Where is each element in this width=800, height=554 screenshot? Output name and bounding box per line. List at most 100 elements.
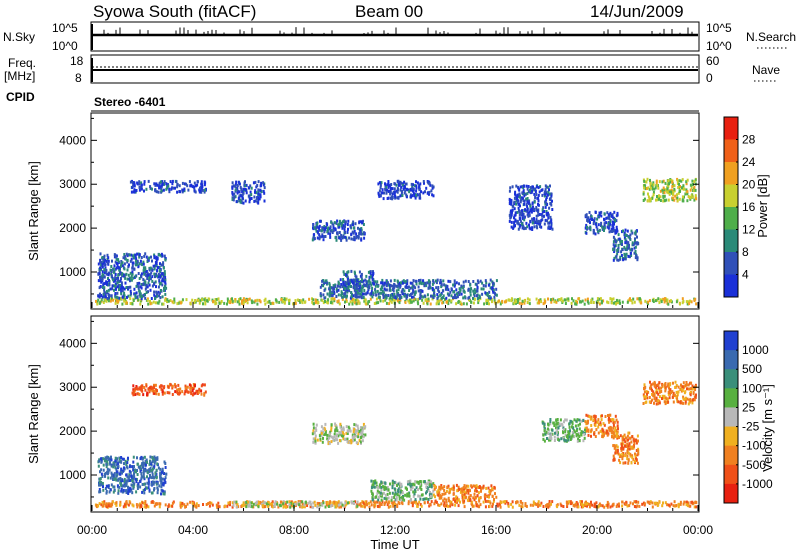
- range-gate-cell: [357, 236, 360, 240]
- range-gate-cell: [400, 498, 403, 502]
- range-gate-cell: [533, 502, 536, 506]
- range-gate-cell: [153, 464, 156, 468]
- range-gate-cell: [162, 266, 165, 269]
- range-gate-cell: [157, 190, 160, 194]
- range-gate-cell: [132, 276, 135, 280]
- range-gate-cell: [646, 177, 649, 181]
- range-gate-cell: [387, 505, 390, 509]
- range-gate-cell: [515, 300, 517, 303]
- range-gate-cell: [144, 287, 147, 291]
- range-gate-cell: [288, 298, 291, 302]
- range-gate-cell: [142, 269, 145, 273]
- range-gate-cell: [545, 210, 548, 213]
- range-gate-cell: [442, 294, 445, 298]
- range-gate-cell: [241, 299, 243, 303]
- range-gate-cell: [401, 288, 404, 292]
- range-gate-cell: [423, 294, 426, 298]
- range-gate-cell: [258, 197, 261, 201]
- range-gate-cell: [116, 296, 119, 300]
- range-gate-cell: [167, 184, 170, 188]
- range-gate-cell: [463, 492, 466, 496]
- range-gate-cell: [399, 490, 402, 494]
- range-gate-cell: [686, 190, 689, 194]
- range-gate-cell: [342, 435, 345, 439]
- range-gate-cell: [162, 261, 165, 265]
- range-gate-cell: [156, 269, 159, 272]
- range-gate-cell: [328, 294, 331, 298]
- range-gate-cell: [254, 180, 257, 184]
- range-gate-cell: [606, 300, 609, 304]
- range-gate-cell: [160, 384, 163, 388]
- range-gate-cell: [114, 477, 117, 481]
- range-gate-cell: [514, 218, 517, 222]
- range-gate-cell: [403, 191, 406, 195]
- range-gate-cell: [353, 229, 356, 233]
- range-gate-cell: [151, 386, 154, 390]
- range-gate-cell: [254, 199, 257, 203]
- range-gate-cell: [525, 504, 528, 508]
- range-gate-cell: [404, 280, 407, 284]
- range-gate-cell: [531, 189, 534, 193]
- range-gate-cell: [607, 222, 610, 226]
- range-gate-cell: [437, 488, 440, 492]
- range-gate-cell: [127, 294, 130, 298]
- range-gate-cell: [152, 300, 155, 304]
- range-gate-cell: [155, 272, 157, 276]
- range-gate-cell: [388, 491, 391, 495]
- range-gate-cell: [147, 290, 149, 294]
- range-gate-cell: [489, 296, 492, 300]
- range-gate-cell: [107, 273, 110, 277]
- range-gate-cell: [363, 299, 366, 303]
- range-gate-cell: [360, 428, 362, 432]
- range-gate-cell: [428, 484, 431, 488]
- range-gate-cell: [102, 457, 105, 461]
- range-gate-cell: [478, 496, 481, 500]
- range-gate-cell: [156, 486, 159, 490]
- range-gate-cell: [522, 212, 525, 216]
- range-gate-cell: [397, 490, 400, 494]
- range-gate-cell: [505, 500, 508, 504]
- range-gate-cell: [430, 294, 432, 298]
- range-gate-cell: [544, 218, 547, 222]
- range-gate-cell: [438, 290, 441, 294]
- range-gate-cell: [393, 292, 396, 296]
- range-gate-cell: [136, 487, 139, 490]
- range-gate-cell: [182, 188, 185, 192]
- range-gate-cell: [624, 241, 627, 245]
- range-gate-cell: [99, 268, 102, 272]
- range-gate-cell: [409, 286, 412, 290]
- range-gate-cell: [254, 299, 257, 303]
- range-gate-cell: [312, 302, 315, 306]
- range-gate-cell: [208, 504, 211, 508]
- range-gate-cell: [381, 283, 384, 287]
- range-gate-cell: [150, 387, 153, 391]
- range-gate-cell: [463, 490, 466, 494]
- range-gate-cell: [438, 496, 441, 500]
- range-gate-cell: [164, 278, 167, 282]
- range-gate-cell: [679, 500, 682, 504]
- range-gate-cell: [318, 226, 320, 230]
- range-gate-cell: [99, 490, 102, 494]
- range-gate-cell: [229, 301, 232, 305]
- range-gate-cell: [247, 500, 250, 504]
- range-gate-cell: [234, 298, 237, 302]
- range-gate-cell: [469, 287, 472, 291]
- range-gate-cell: [121, 264, 124, 268]
- range-gate-cell: [596, 217, 599, 221]
- range-gate-cell: [329, 229, 332, 233]
- range-gate-cell: [106, 280, 109, 284]
- range-gate-cell: [123, 477, 126, 481]
- range-gate-cell: [686, 504, 689, 508]
- range-gate-cell: [687, 501, 690, 505]
- range-gate-cell: [319, 285, 322, 289]
- range-gate-cell: [141, 490, 144, 494]
- range-gate-cell: [495, 293, 498, 297]
- range-gate-cell: [160, 189, 163, 193]
- range-gate-cell: [231, 186, 234, 190]
- range-gate-cell: [687, 195, 690, 198]
- range-gate-cell: [594, 222, 597, 226]
- range-gate-cell: [529, 188, 531, 192]
- range-gate-cell: [418, 296, 421, 300]
- range-gate-cell: [268, 299, 271, 303]
- colorbar-band: [724, 252, 738, 275]
